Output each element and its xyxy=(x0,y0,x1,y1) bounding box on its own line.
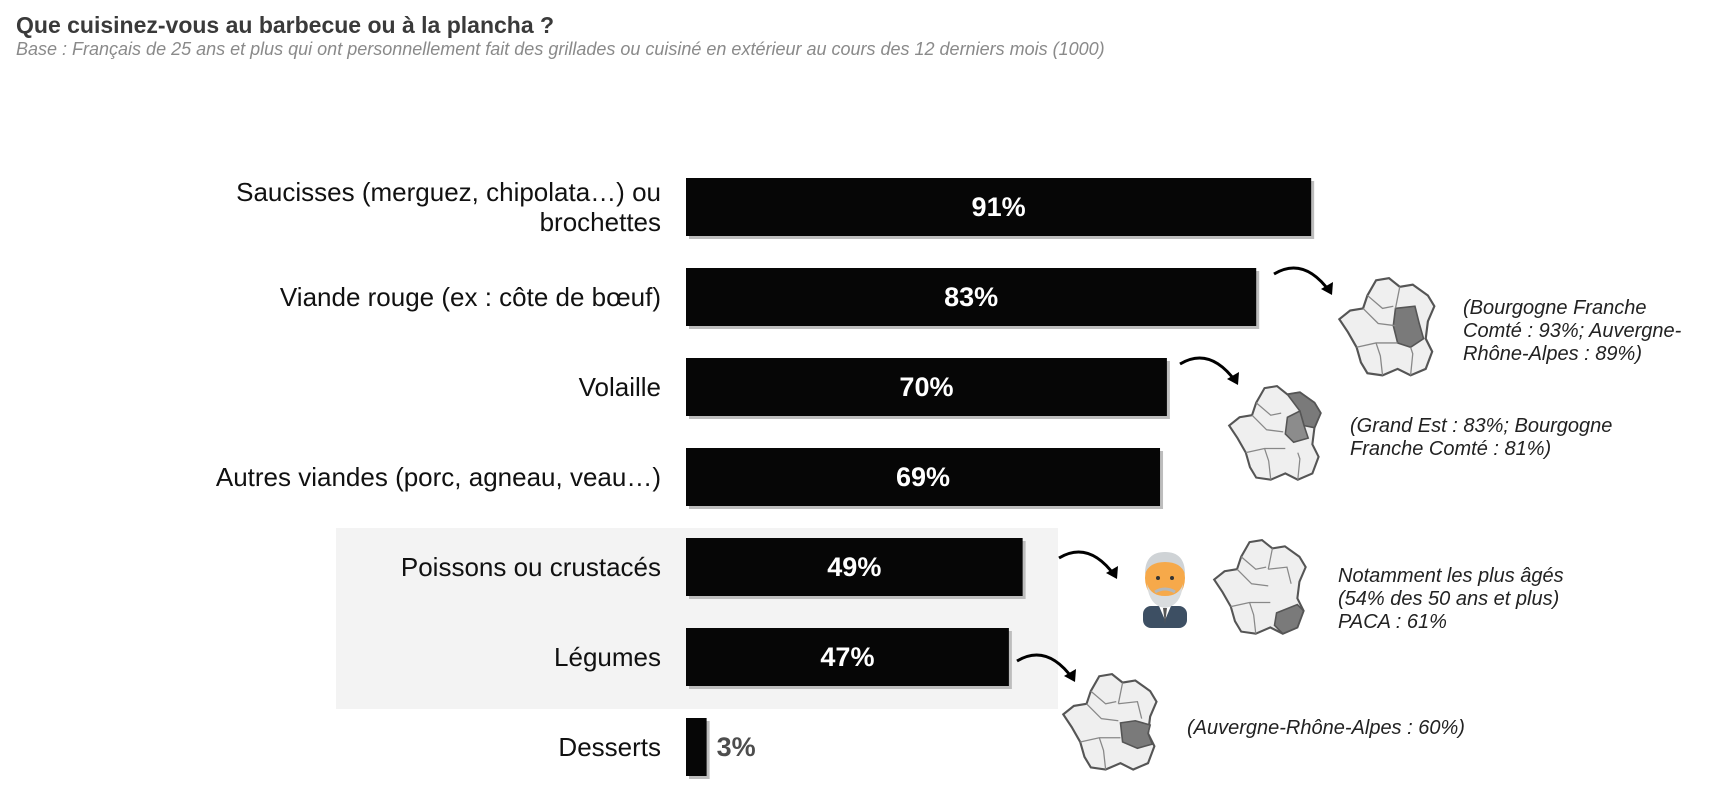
annotation-note: (Bourgogne Franche Comté : 93%; Auvergne… xyxy=(1463,297,1682,365)
bar xyxy=(686,268,1257,326)
france-map-icon xyxy=(1212,538,1307,635)
annotation-note: (Auvergne-Rhône-Alpes : 60%) xyxy=(1187,717,1465,739)
bar xyxy=(686,538,1023,596)
category-label: Desserts xyxy=(558,732,661,762)
curved-arrow-icon xyxy=(1273,266,1333,295)
category-label: brochettes xyxy=(540,207,661,237)
annotation-note: Notamment les plus âgés (54% des 50 ans … xyxy=(1338,565,1564,633)
value-label: 47% xyxy=(820,642,874,672)
bar xyxy=(686,718,707,776)
category-label: Légumes xyxy=(554,642,661,672)
curved-arrow-icon xyxy=(1016,653,1076,682)
value-label: 3% xyxy=(717,732,756,762)
chart-title: Que cuisinez-vous au barbecue ou à la pl… xyxy=(16,12,555,38)
france-map-icon xyxy=(1061,672,1158,771)
bar xyxy=(686,628,1009,686)
category-label: Volaille xyxy=(579,372,661,402)
value-label: 69% xyxy=(896,462,950,492)
category-label: Autres viandes (porc, agneau, veau…) xyxy=(216,462,661,492)
category-label: Viande rouge (ex : côte de bœuf) xyxy=(280,282,661,312)
france-map-icon xyxy=(1337,277,1436,377)
curved-arrow-icon xyxy=(1179,356,1239,385)
value-label: 49% xyxy=(827,552,881,582)
category-label: Saucisses (merguez, chipolata…) ou xyxy=(236,177,661,207)
annotation-note: (Grand Est : 83%; Bourgogne Franche Comt… xyxy=(1350,415,1613,460)
elderly-man-icon xyxy=(1143,552,1187,628)
category-label: Poissons ou crustacés xyxy=(401,552,661,582)
bar xyxy=(686,448,1161,506)
bar xyxy=(686,178,1312,236)
chart-subtitle: Base : Français de 25 ans et plus qui on… xyxy=(16,39,1105,59)
france-map-icon xyxy=(1227,384,1322,481)
value-label: 83% xyxy=(944,282,998,312)
value-label: 91% xyxy=(972,192,1026,222)
bar xyxy=(686,358,1167,416)
curved-arrow-icon xyxy=(1058,550,1118,579)
value-label: 70% xyxy=(899,372,953,402)
